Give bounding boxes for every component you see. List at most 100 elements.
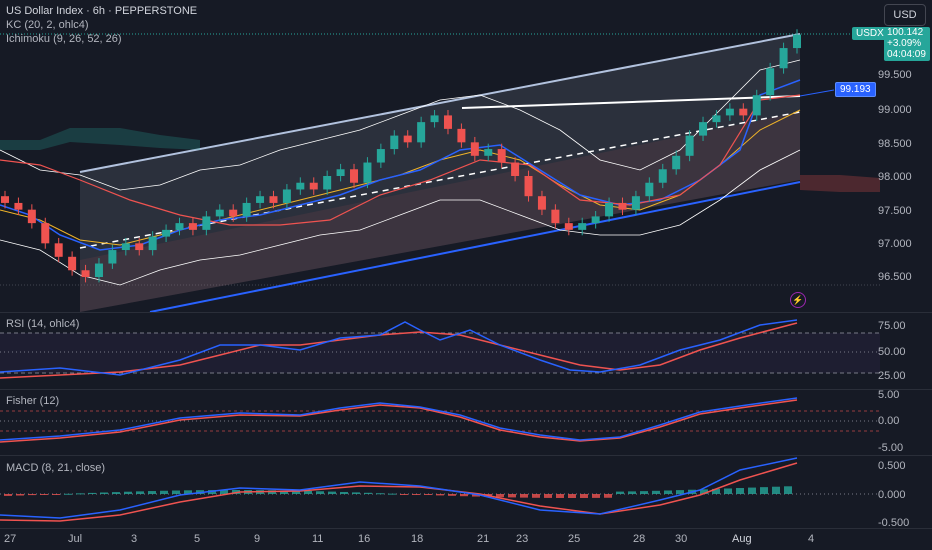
macd-histogram-bar xyxy=(664,490,672,494)
macd-histogram-bar xyxy=(316,491,324,494)
rsi-signal-line xyxy=(0,322,798,379)
candle-body xyxy=(470,142,479,156)
candle-body xyxy=(699,122,708,136)
macd-histogram-bar xyxy=(568,494,576,498)
macd-histogram-bar xyxy=(772,486,780,494)
macd-histogram-bar xyxy=(712,488,720,494)
kc-indicator-label[interactable]: KC (20, 2, ohlc4) xyxy=(6,19,89,31)
fisher-line xyxy=(0,397,798,441)
candle-body xyxy=(27,209,36,224)
macd-title[interactable]: MACD (8, 21, close) xyxy=(6,462,106,474)
rsi-axis-label: 25.00 xyxy=(878,370,906,382)
macd-histogram-bar xyxy=(28,494,36,496)
macd-histogram-bar xyxy=(640,491,648,494)
candle-body xyxy=(215,209,224,217)
kc-lower-line xyxy=(0,149,801,286)
macd-histogram-bar xyxy=(748,487,756,494)
macd-histogram-bar xyxy=(760,487,768,494)
rsi-line xyxy=(0,319,798,376)
pane-separator xyxy=(0,528,932,529)
time-axis-label: 18 xyxy=(411,533,424,545)
fisher-axis-label: 0.00 xyxy=(878,415,900,427)
candle-body xyxy=(309,182,318,190)
macd-pane[interactable] xyxy=(0,457,880,522)
fisher-axis-label: 5.00 xyxy=(878,389,900,401)
candle-body xyxy=(403,135,412,143)
macd-histogram-bar xyxy=(400,494,408,495)
candle-body xyxy=(256,196,265,203)
rsi-axis-label: 50.00 xyxy=(878,346,906,358)
candle-body xyxy=(336,169,345,176)
candle-body xyxy=(779,48,788,69)
time-axis-label: 27 xyxy=(4,533,17,545)
rsi-band xyxy=(0,333,880,373)
macd-histogram-bar xyxy=(448,494,456,496)
candle-body xyxy=(1,196,9,203)
macd-axis-label: 0.000 xyxy=(878,489,906,501)
candle-body xyxy=(162,229,171,237)
pane-separator[interactable] xyxy=(0,389,932,390)
candle-body xyxy=(68,256,77,271)
fisher-pane[interactable] xyxy=(0,397,880,443)
macd-histogram-bar xyxy=(616,491,624,494)
macd-histogram-bar xyxy=(220,490,228,494)
candle-body xyxy=(202,216,211,230)
macd-histogram-bar xyxy=(556,494,564,498)
candle-body xyxy=(511,162,520,176)
candle-body xyxy=(269,196,278,203)
ichimoku-indicator-label[interactable]: Ichimoku (9, 26, 52, 26) xyxy=(6,33,122,45)
time-axis-label: 25 xyxy=(568,533,581,545)
candle-body xyxy=(645,182,654,197)
rsi-axis-label: 75.00 xyxy=(878,320,906,332)
macd-histogram-bar xyxy=(508,494,516,498)
candle-body xyxy=(296,182,305,190)
macd-line xyxy=(0,457,798,519)
macd-histogram-bar xyxy=(160,490,168,494)
time-axis-label: 21 xyxy=(477,533,490,545)
pane-separator[interactable] xyxy=(0,312,932,313)
price-pane[interactable] xyxy=(0,29,880,313)
kijun-line xyxy=(0,94,801,226)
fisher-title[interactable]: Fisher (12) xyxy=(6,395,60,407)
pane-separator[interactable] xyxy=(0,455,932,456)
rsi-pane[interactable] xyxy=(0,319,880,379)
macd-histogram-bar xyxy=(604,494,612,498)
rsi-title[interactable]: RSI (14, ohlc4) xyxy=(6,318,80,330)
time-axis-label: 3 xyxy=(131,533,138,545)
macd-histogram-bar xyxy=(112,492,120,494)
macd-histogram-bar xyxy=(700,489,708,494)
time-axis-label: 5 xyxy=(194,533,201,545)
line-level-tag: 99.193 xyxy=(835,82,876,97)
candle-body xyxy=(323,176,332,190)
tenkan-line xyxy=(0,79,801,251)
candle-body xyxy=(175,223,184,230)
price-axis-label: 99.000 xyxy=(878,104,912,116)
macd-histogram-bar xyxy=(280,490,288,494)
flash-icon[interactable]: ⚡ xyxy=(790,292,806,308)
macd-histogram-bar xyxy=(364,492,372,494)
candle-body xyxy=(484,149,493,156)
price-axis-label: 97.000 xyxy=(878,238,912,250)
macd-histogram-bar xyxy=(520,494,528,498)
channel-fill xyxy=(80,34,800,312)
trend-line xyxy=(461,95,801,109)
time-axis-label: Aug xyxy=(732,533,752,545)
macd-histogram-bar xyxy=(172,490,180,494)
candle-body xyxy=(752,95,761,116)
macd-histogram-bar xyxy=(64,493,72,495)
last-price-box: 100.142 +3.09% 04:04:09 xyxy=(884,27,930,61)
candle-body xyxy=(685,135,694,156)
macd-histogram-bar xyxy=(592,494,600,498)
macd-histogram-bar xyxy=(16,494,24,496)
price-change: +3.09% xyxy=(887,38,922,49)
macd-histogram-bar xyxy=(376,493,384,495)
currency-button[interactable]: USD xyxy=(884,4,926,26)
macd-histogram-bar xyxy=(436,494,444,496)
level-connector xyxy=(799,89,835,97)
candle-body xyxy=(766,68,775,96)
macd-histogram-bar xyxy=(388,493,396,495)
candle-body xyxy=(793,34,801,49)
candle-body xyxy=(350,169,359,183)
time-axis-label: 16 xyxy=(358,533,371,545)
